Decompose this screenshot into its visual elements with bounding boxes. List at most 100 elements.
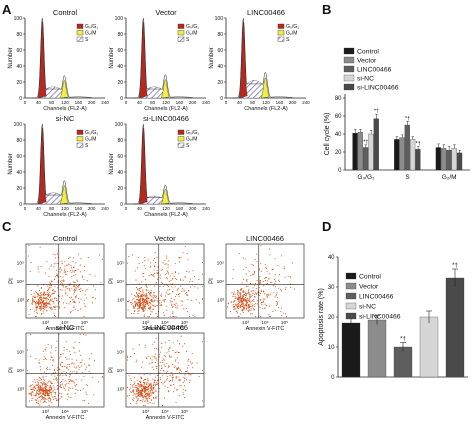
event-dot <box>135 390 137 392</box>
event-dot <box>48 389 50 391</box>
event-dot <box>166 362 168 365</box>
event-dot <box>68 386 70 388</box>
event-dot <box>45 297 47 300</box>
event-dot <box>143 391 146 393</box>
event-dot <box>154 388 156 390</box>
event-dot <box>143 293 145 295</box>
event-dot <box>32 302 34 304</box>
event-dot <box>180 300 182 302</box>
event-dot <box>180 385 182 387</box>
event-dot <box>149 394 151 396</box>
event-dot <box>33 394 35 396</box>
event-dot <box>147 402 149 404</box>
event-dot <box>42 389 44 391</box>
event-dot <box>51 298 53 300</box>
event-dot <box>141 385 143 387</box>
event-dot <box>173 366 175 368</box>
s-phase-area <box>42 86 65 99</box>
event-dot <box>127 301 129 303</box>
event-dot <box>40 382 42 384</box>
event-dot <box>30 309 32 311</box>
event-dot <box>233 301 235 303</box>
event-dot <box>235 308 237 310</box>
panel-letter-d: D <box>322 219 331 234</box>
event-dot <box>196 362 198 364</box>
legend-label: G₂/M <box>85 31 96 37</box>
event-dot <box>153 300 155 302</box>
event-dot <box>72 346 74 348</box>
event-dot <box>145 267 147 269</box>
event-dot <box>46 291 48 293</box>
x-tick-label: 10³ <box>142 409 149 415</box>
bar-linc00466 <box>446 150 452 171</box>
event-dot <box>175 377 177 379</box>
event-dot <box>40 286 43 289</box>
legend-swatch <box>345 302 357 310</box>
event-dot <box>149 393 151 395</box>
event-dot <box>259 283 261 285</box>
event-dot <box>39 308 41 310</box>
event-dot <box>155 385 157 387</box>
x-tick-label: 10⁵ <box>181 409 188 415</box>
event-dot <box>236 304 238 306</box>
event-dot <box>141 296 143 298</box>
event-dot <box>178 367 180 370</box>
event-dot <box>42 398 44 400</box>
event-dot <box>31 399 33 402</box>
event-dot <box>177 362 179 364</box>
event-dot <box>169 379 172 382</box>
x-tick-label: 80 <box>150 100 156 105</box>
event-dot <box>245 273 247 275</box>
event-dot <box>38 308 40 310</box>
event-dot <box>74 300 76 303</box>
event-dot <box>167 293 169 295</box>
event-dot <box>57 374 59 376</box>
event-dot <box>68 363 70 366</box>
event-dot <box>245 299 247 301</box>
event-dot <box>164 354 166 356</box>
event-dot <box>68 303 70 305</box>
event-dot <box>136 294 138 296</box>
event-dot <box>53 315 56 317</box>
event-dot <box>47 390 49 392</box>
event-dot <box>162 404 164 407</box>
event-dot <box>150 392 152 394</box>
y-tick-label: 80 <box>335 96 342 102</box>
event-dot <box>43 293 45 295</box>
event-dot <box>92 285 95 287</box>
event-dot <box>242 306 245 308</box>
event-dot <box>40 379 42 381</box>
event-dot <box>248 270 250 272</box>
event-dot <box>246 302 248 305</box>
event-dot <box>48 294 50 296</box>
event-dot <box>153 369 155 371</box>
event-dot <box>161 281 163 283</box>
histogram-title: si-NC <box>56 114 75 123</box>
event-dot <box>43 356 45 358</box>
g0g1-peak <box>38 127 47 205</box>
event-dot <box>130 301 132 303</box>
event-dot <box>71 387 73 389</box>
legend-label: G₀/G₁ <box>85 24 98 30</box>
event-dot <box>251 294 253 296</box>
event-dot <box>47 285 49 287</box>
legend-swatch <box>177 129 185 135</box>
event-dot <box>168 293 170 296</box>
event-dot <box>74 352 76 354</box>
event-dot <box>82 400 84 402</box>
event-dot <box>137 391 139 393</box>
event-dot <box>38 300 40 302</box>
event-dot <box>182 279 184 281</box>
legend-label: G₀/G₁ <box>186 130 199 136</box>
event-dot <box>35 292 38 294</box>
event-dot <box>53 292 55 294</box>
event-dot <box>149 390 151 392</box>
event-dot <box>157 278 159 280</box>
event-dot <box>69 289 71 292</box>
event-dot <box>53 290 55 292</box>
event-dot <box>147 292 149 294</box>
y-tick-label: 10³ <box>117 297 124 303</box>
event-dot <box>154 361 156 364</box>
event-dot <box>139 382 142 384</box>
